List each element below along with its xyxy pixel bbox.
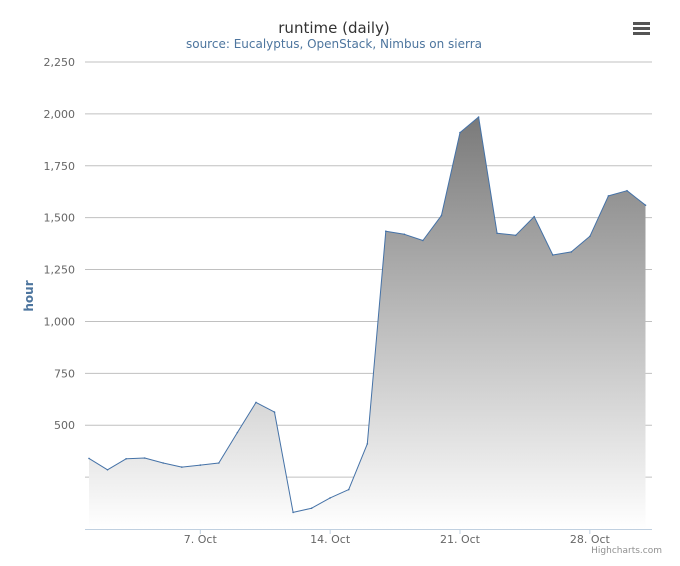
y-tick-label: 1,000: [44, 315, 76, 328]
data-point[interactable]: [273, 411, 276, 413]
data-point[interactable]: [552, 254, 554, 256]
y-tick-label: 2,000: [44, 108, 76, 121]
data-point[interactable]: [570, 251, 573, 253]
x-tick-label: 28. Oct: [570, 533, 611, 546]
data-point[interactable]: [181, 466, 183, 468]
data-point[interactable]: [459, 131, 461, 134]
data-point[interactable]: [607, 195, 610, 197]
x-tick-label: 21. Oct: [440, 533, 481, 546]
hamburger-menu-icon: [633, 22, 650, 35]
data-point[interactable]: [514, 234, 517, 237]
data-point[interactable]: [199, 464, 202, 466]
data-point[interactable]: [106, 469, 109, 471]
export-menu-button[interactable]: [628, 16, 654, 40]
data-point[interactable]: [385, 230, 387, 232]
data-point[interactable]: [143, 457, 146, 459]
chart-title: runtime (daily): [278, 19, 389, 37]
y-tick-label: 2,250: [44, 56, 76, 69]
data-point[interactable]: [366, 443, 369, 445]
data-point[interactable]: [329, 497, 331, 499]
y-axis-ticks: 500 750 1,000 1,250 1,500 1,750 2,000 2,250: [44, 56, 76, 432]
x-tick-label: 14. Oct: [310, 533, 351, 546]
chart-subtitle: source: Eucalyptus, OpenStack, Nimbus on…: [186, 37, 482, 51]
data-point[interactable]: [496, 232, 498, 234]
x-tick-label: 7. Oct: [184, 533, 218, 546]
data-point[interactable]: [533, 215, 535, 218]
data-point[interactable]: [162, 462, 164, 464]
x-axis-ticks: 7. Oct 14. Oct 21. Oct 28. Oct: [184, 529, 611, 546]
series-area-fill: [89, 117, 646, 529]
y-tick-label: 1,750: [44, 160, 76, 173]
data-point[interactable]: [88, 457, 90, 460]
y-tick-label: 750: [54, 367, 75, 380]
y-tick-label: 1,250: [44, 264, 76, 277]
data-point[interactable]: [310, 507, 313, 510]
data-point[interactable]: [403, 233, 406, 236]
data-point[interactable]: [477, 116, 480, 118]
data-point[interactable]: [440, 214, 443, 217]
data-point[interactable]: [422, 239, 424, 242]
y-tick-label: 500: [54, 419, 75, 432]
data-point[interactable]: [255, 401, 257, 404]
data-point[interactable]: [626, 189, 628, 192]
credits-link[interactable]: Highcharts.com: [591, 546, 662, 556]
data-point[interactable]: [589, 235, 591, 238]
data-point[interactable]: [644, 204, 647, 206]
y-gridlines: [85, 61, 652, 530]
data-point[interactable]: [347, 488, 350, 491]
plot-area: [88, 116, 647, 529]
data-point[interactable]: [218, 462, 220, 464]
y-tick-label: 1,500: [44, 212, 76, 225]
data-point[interactable]: [125, 458, 127, 460]
y-axis-title: hour: [22, 280, 36, 311]
data-point[interactable]: [236, 431, 239, 434]
data-point[interactable]: [292, 511, 294, 514]
